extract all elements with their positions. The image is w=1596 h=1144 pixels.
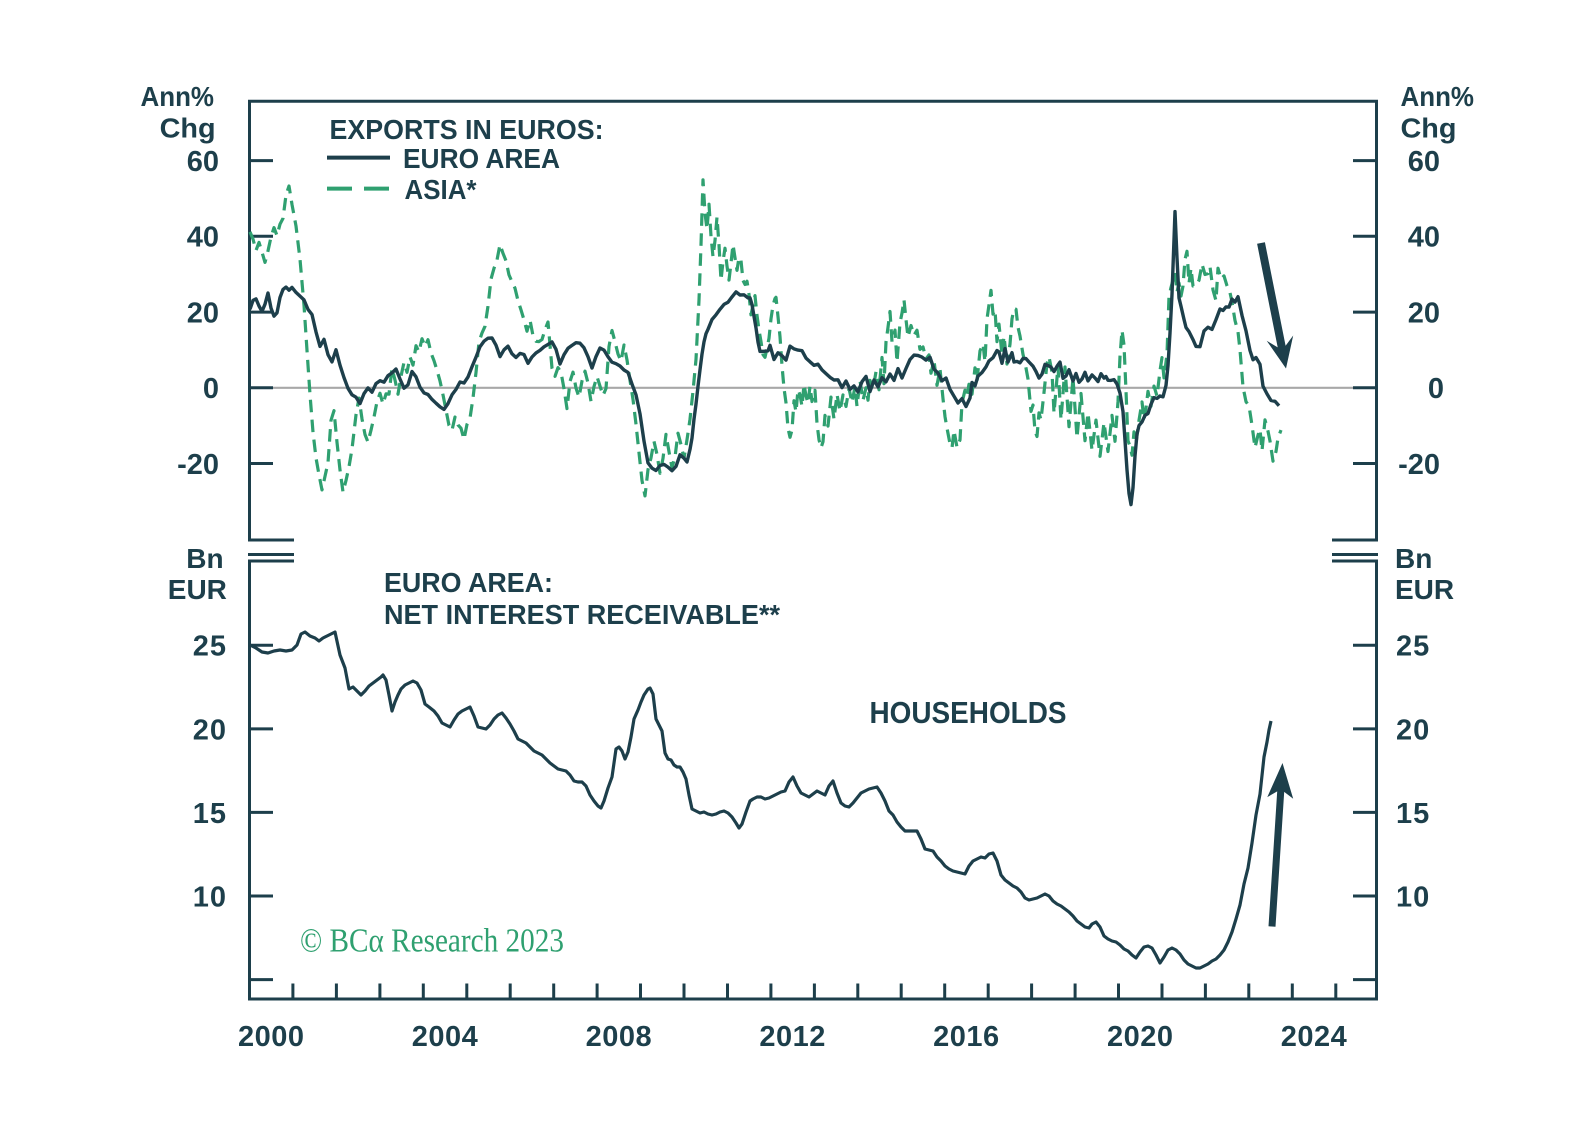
svg-text:Ann%: Ann% <box>1401 81 1475 112</box>
svg-text:ASIA*: ASIA* <box>405 174 477 205</box>
svg-text:Ann%: Ann% <box>141 81 215 112</box>
svg-text:10: 10 <box>193 881 227 913</box>
svg-text:-20: -20 <box>1398 449 1440 481</box>
svg-text:EURO AREA:: EURO AREA: <box>384 567 553 598</box>
svg-text:60: 60 <box>187 146 219 178</box>
svg-text:40: 40 <box>187 222 219 254</box>
svg-text:HOUSEHOLDS: HOUSEHOLDS <box>870 695 1067 730</box>
svg-text:-20: -20 <box>177 449 219 481</box>
svg-text:2020: 2020 <box>1107 1021 1174 1053</box>
svg-text:Bn: Bn <box>1395 543 1432 574</box>
svg-text:15: 15 <box>193 798 227 830</box>
svg-text:EUR: EUR <box>168 574 227 605</box>
svg-text:Chg: Chg <box>1401 113 1457 144</box>
svg-text:20: 20 <box>193 714 227 746</box>
svg-text:2012: 2012 <box>759 1021 826 1053</box>
svg-text:2000: 2000 <box>238 1021 305 1053</box>
svg-text:EURO AREA: EURO AREA <box>403 143 560 174</box>
svg-text:60: 60 <box>1408 146 1440 178</box>
svg-text:25: 25 <box>1396 631 1430 663</box>
svg-text:Bn: Bn <box>186 543 223 574</box>
svg-text:Chg: Chg <box>160 113 216 144</box>
svg-text:2008: 2008 <box>586 1021 653 1053</box>
svg-text:2024: 2024 <box>1281 1021 1348 1053</box>
svg-text:20: 20 <box>187 298 219 330</box>
svg-text:© BCα Research 2023: © BCα Research 2023 <box>300 923 564 960</box>
svg-text:2016: 2016 <box>933 1021 1000 1053</box>
svg-text:0: 0 <box>203 373 219 405</box>
svg-text:40: 40 <box>1408 222 1440 254</box>
svg-text:15: 15 <box>1396 798 1430 830</box>
svg-text:0: 0 <box>1428 373 1444 405</box>
svg-text:10: 10 <box>1396 881 1430 913</box>
svg-text:25: 25 <box>193 631 227 663</box>
svg-text:EUR: EUR <box>1395 574 1454 605</box>
svg-text:20: 20 <box>1408 298 1440 330</box>
svg-text:NET INTEREST RECEIVABLE**: NET INTEREST RECEIVABLE** <box>384 599 780 630</box>
svg-text:2004: 2004 <box>412 1021 479 1053</box>
svg-text:20: 20 <box>1396 714 1430 746</box>
svg-text:EXPORTS IN EUROS:: EXPORTS IN EUROS: <box>330 114 604 145</box>
